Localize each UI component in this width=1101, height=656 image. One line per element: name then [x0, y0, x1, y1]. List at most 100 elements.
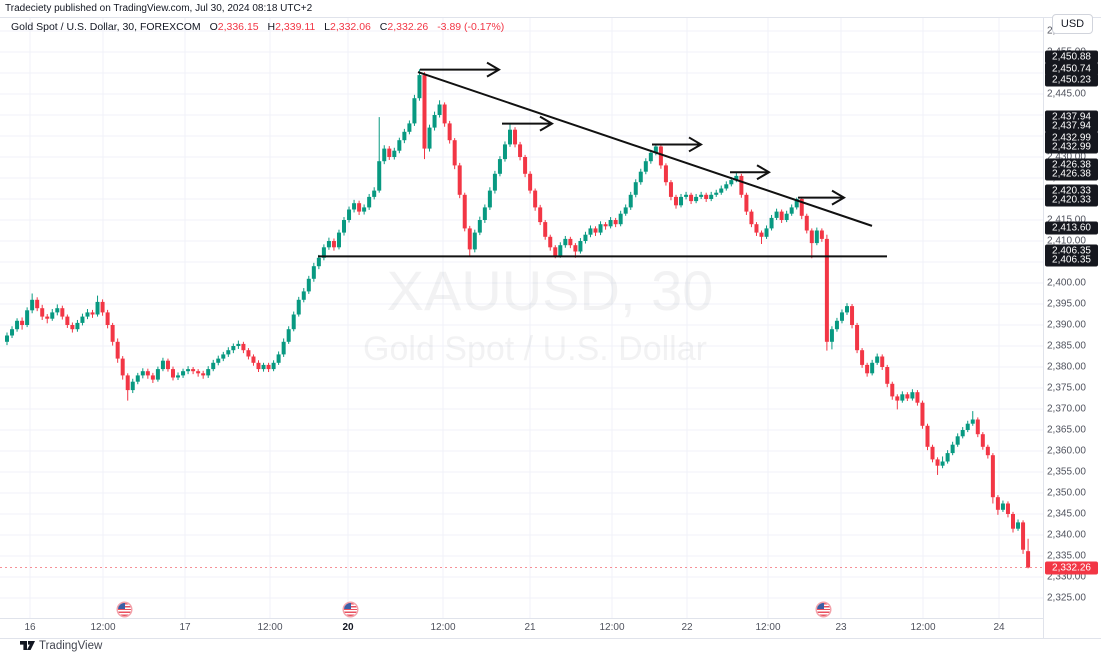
candle [60, 308, 65, 317]
candle [70, 325, 75, 330]
tradingview-logo-icon [20, 641, 35, 650]
y-axis-tick: 2,445.00 [1047, 88, 1086, 100]
candle [910, 392, 915, 399]
drawing-price-label: 2,406.35 [1045, 253, 1098, 267]
candle [150, 375, 155, 380]
y-axis-tick: 2,410.00 [1047, 235, 1086, 247]
x-axis-tick: 12:00 [430, 622, 456, 633]
y-axis-tick: 2,365.00 [1047, 424, 1086, 436]
symbol-info-bar[interactable]: Gold Spot / U.S. Dollar, 30, FOREXCOM O2… [11, 21, 504, 33]
us-flag-icon[interactable] [816, 603, 830, 616]
candle [276, 354, 281, 363]
candle [920, 402, 925, 426]
x-axis-tick: 16 [24, 622, 36, 633]
candle [623, 207, 628, 214]
candle [749, 211, 754, 225]
x-axis-tick: 20 [342, 622, 354, 633]
descending-trendline[interactable] [417, 71, 873, 227]
candle [543, 222, 548, 237]
candle [945, 453, 950, 462]
drawing-price-label: 2,450.88 [1045, 50, 1098, 64]
candle [296, 299, 301, 315]
candle [412, 98, 417, 124]
x-axis-tick: 22 [681, 622, 693, 633]
us-flag-icon[interactable] [117, 603, 131, 616]
candle [618, 213, 623, 225]
drawing-price-label: 2,426.38 [1045, 167, 1098, 181]
candle [799, 199, 804, 216]
open-label: O [209, 21, 218, 33]
currency-toggle-button[interactable]: USD [1052, 14, 1093, 34]
candle [367, 196, 372, 208]
drawing-price-label: 2,432.99 [1045, 140, 1098, 154]
candle [442, 104, 447, 124]
candle [764, 228, 769, 237]
candle [336, 232, 341, 248]
candle [744, 194, 749, 212]
candle [548, 236, 553, 248]
candle [613, 220, 618, 225]
candle [965, 423, 970, 430]
candle [804, 215, 809, 231]
x-axis-tick: 12:00 [90, 622, 116, 633]
candle [880, 356, 885, 367]
candle [819, 230, 824, 239]
candle [870, 362, 875, 374]
candle [759, 232, 764, 237]
candle [357, 203, 362, 212]
candle [668, 182, 673, 197]
candle [940, 461, 945, 466]
candle [231, 346, 236, 351]
x-axis-tick: 12:00 [755, 622, 781, 633]
candle [694, 196, 699, 202]
candle [432, 115, 437, 128]
candle [100, 301, 105, 313]
candle [377, 161, 382, 191]
y-axis-tick: 2,380.00 [1047, 361, 1086, 373]
candle [925, 425, 930, 447]
drawing-price-label: 2,450.23 [1045, 73, 1098, 87]
drawing-price-label: 2,413.60 [1045, 221, 1098, 235]
y-axis-tick: 2,375.00 [1047, 382, 1086, 394]
candle [583, 234, 588, 241]
time-axis-divider [0, 618, 1043, 619]
tradingview-logo[interactable]: TradingView [20, 639, 102, 652]
y-axis-tick: 2,360.00 [1047, 445, 1086, 457]
candle [809, 230, 814, 244]
candle [794, 199, 799, 208]
x-axis-tick: 23 [835, 622, 847, 633]
candle [729, 180, 734, 185]
candle [739, 175, 744, 195]
candle [311, 266, 316, 279]
high-value: 2,339.11 [275, 21, 316, 33]
price-change: -3.89 (-0.17%) [437, 21, 505, 33]
candle [165, 360, 170, 370]
candle [186, 369, 191, 372]
candle [839, 312, 844, 321]
drawing-price-label: 2,450.74 [1045, 62, 1098, 76]
candle [779, 211, 784, 220]
candle [633, 182, 638, 195]
candle [975, 419, 980, 435]
candle [50, 312, 55, 319]
y-axis-tick: 2,330.00 [1047, 571, 1086, 583]
candle [598, 224, 603, 233]
candle [955, 436, 960, 445]
candle [950, 444, 955, 454]
candle [502, 144, 507, 160]
y-axis-tick: 2,340.00 [1047, 529, 1086, 541]
chart-drawings[interactable] [318, 61, 887, 258]
watermark-symbol: XAUUSD, 30 [387, 259, 714, 322]
candle [789, 207, 794, 214]
candle [15, 320, 20, 330]
candle [417, 75, 422, 99]
candle [930, 446, 935, 460]
candle [5, 335, 9, 342]
us-flag-icon[interactable] [343, 603, 357, 616]
candle [211, 362, 216, 370]
candle [1016, 522, 1021, 529]
candle [860, 350, 865, 365]
candle [20, 320, 25, 325]
candle [608, 220, 613, 227]
